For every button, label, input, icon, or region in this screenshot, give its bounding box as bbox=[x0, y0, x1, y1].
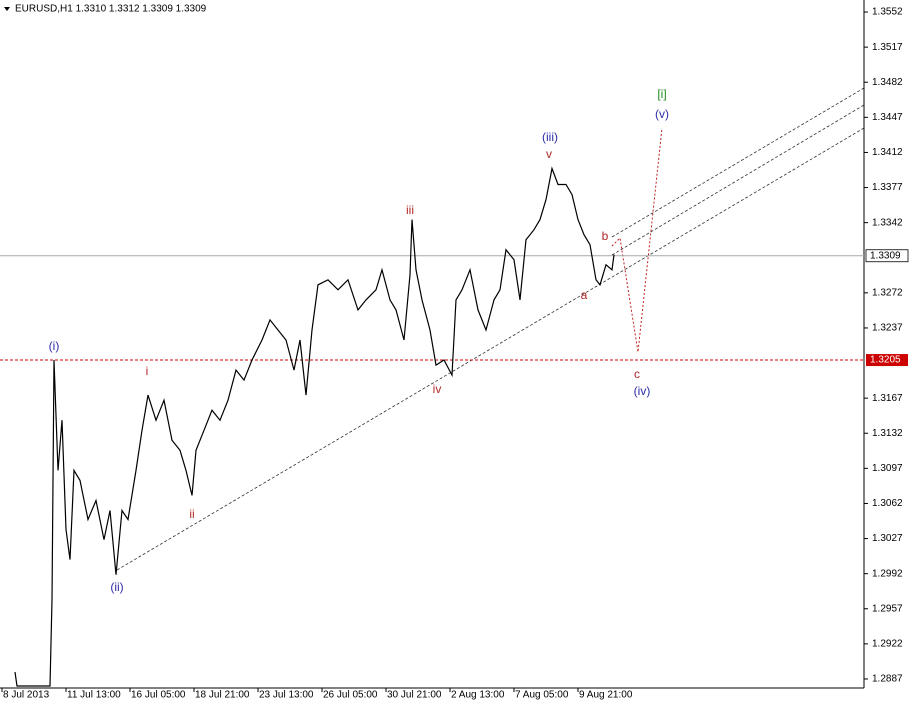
y-tick-label: 1.3552 bbox=[872, 7, 903, 18]
header-arrow bbox=[4, 7, 10, 11]
wave-label: (i) bbox=[49, 339, 60, 353]
x-tick-label: 11 Jul 13:00 bbox=[67, 690, 121, 701]
wave-label: ii bbox=[189, 507, 194, 521]
wave-label: iii bbox=[406, 203, 414, 217]
y-tick-label: 1.2887 bbox=[872, 674, 903, 685]
wave-label: [i] bbox=[657, 87, 666, 101]
wave-label: (v) bbox=[655, 107, 669, 121]
x-tick-label: 8 Jul 2013 bbox=[3, 690, 50, 701]
level-box bbox=[866, 354, 908, 367]
wave-label: b bbox=[602, 229, 609, 243]
y-tick-label: 1.3132 bbox=[872, 428, 903, 439]
y-tick-label: 1.2992 bbox=[872, 568, 903, 579]
y-tick-label: 1.3027 bbox=[872, 533, 903, 544]
y-tick-label: 1.3377 bbox=[872, 182, 903, 193]
y-tick-label: 1.2957 bbox=[872, 603, 903, 614]
y-tick-label: 1.3342 bbox=[872, 217, 903, 228]
y-tick-label: 1.3272 bbox=[872, 287, 903, 298]
y-tick-label: 1.3447 bbox=[872, 112, 903, 123]
wave-label: i bbox=[146, 364, 149, 378]
wave-label: (ii) bbox=[110, 580, 123, 594]
wave-label: v bbox=[546, 147, 552, 161]
current-price-box bbox=[865, 249, 909, 263]
y-tick-label: 1.3482 bbox=[872, 77, 903, 88]
y-tick-label: 1.3097 bbox=[872, 463, 903, 474]
y-tick-label: 1.3412 bbox=[872, 147, 903, 158]
y-tick-label: 1.3167 bbox=[872, 393, 903, 404]
price-line bbox=[14, 166, 615, 687]
x-tick-label: 7 Aug 05:00 bbox=[515, 690, 569, 701]
chart-title: EURUSD,H1 1.3310 1.3312 1.3309 1.3309 bbox=[15, 4, 207, 15]
x-tick-label: 9 Aug 21:00 bbox=[579, 690, 633, 701]
x-tick-label: 2 Aug 13:00 bbox=[451, 690, 505, 701]
level-label: 1.3205 bbox=[870, 355, 901, 366]
y-tick-label: 1.3517 bbox=[872, 42, 903, 53]
wave-label: (iii) bbox=[542, 130, 558, 144]
wave-label: (iv) bbox=[634, 384, 651, 398]
wave-label: c bbox=[634, 367, 640, 381]
y-tick-label: 1.3237 bbox=[872, 323, 903, 334]
channel-line bbox=[611, 87, 865, 238]
wave-label: iv bbox=[433, 382, 442, 396]
x-tick-label: 23 Jul 13:00 bbox=[259, 690, 314, 701]
x-tick-label: 18 Jul 21:00 bbox=[195, 690, 250, 701]
x-tick-label: 26 Jul 05:00 bbox=[323, 690, 378, 701]
wave-projection bbox=[611, 127, 663, 353]
channel-line bbox=[611, 104, 865, 256]
x-tick-label: 16 Jul 05:00 bbox=[131, 690, 186, 701]
wave-label: a bbox=[581, 288, 588, 302]
y-tick-label: 1.2922 bbox=[872, 639, 903, 650]
plot-layer bbox=[116, 87, 865, 571]
y-tick-label: 1.3062 bbox=[872, 498, 903, 509]
current-price-label: 1.3309 bbox=[870, 250, 901, 261]
x-tick-label: 30 Jul 21:00 bbox=[387, 690, 442, 701]
